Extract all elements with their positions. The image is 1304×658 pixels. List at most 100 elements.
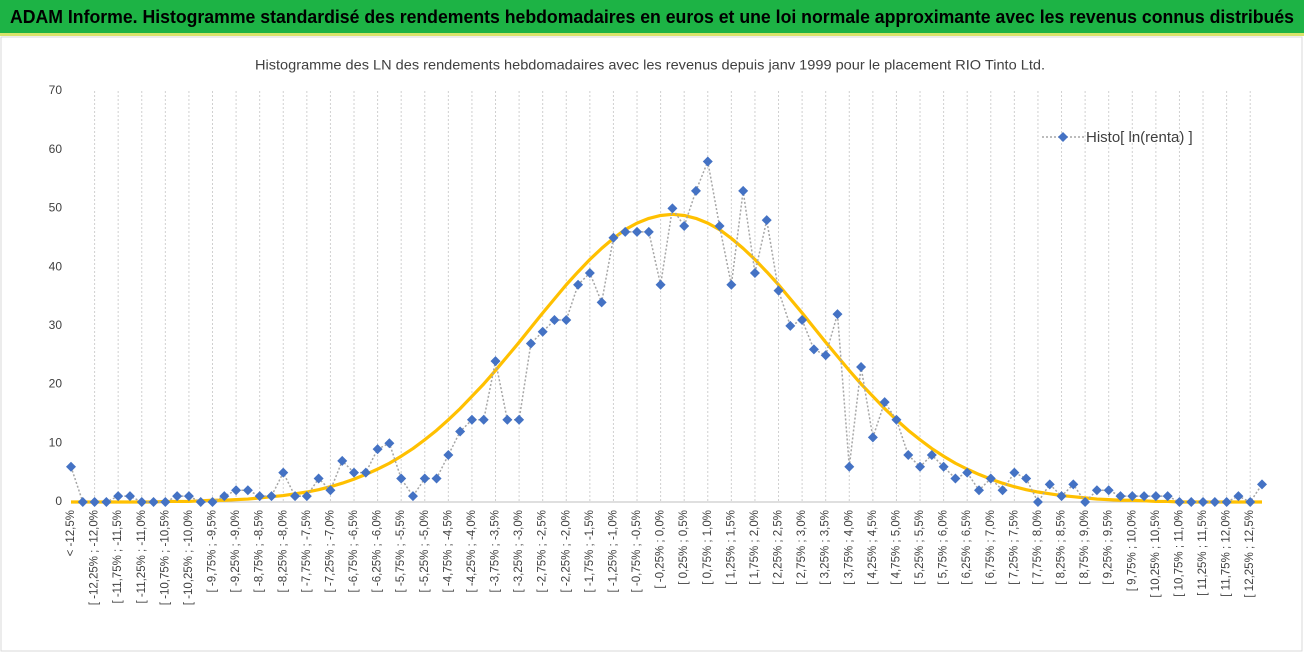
data-point [148,497,159,507]
data-point [490,356,501,367]
header-title: ADAM Informe. Histogramme standardisé de… [10,7,1294,27]
data-point [1150,491,1161,502]
data-point [903,450,914,461]
data-point [950,473,961,484]
legend-marker [1058,132,1068,142]
x-tick-label: [ 9,25% ; 9,5% [1103,510,1115,585]
data-point [195,497,206,507]
data-point [407,491,418,502]
x-tick-label: [ -11,25% ; -11,0% [136,510,148,604]
data-point [867,432,878,443]
x-tick-label: [ 1,75% ; 2,0% [749,510,761,585]
data-point [301,491,312,502]
x-tick-label: < -12,5% [65,510,77,556]
x-tick-label: [ -4,75% ; -4,5% [442,510,454,592]
data-point [808,344,819,355]
data-point [1009,467,1020,478]
data-point [313,473,324,484]
x-tick-label: [ -6,75% ; -6,5% [348,510,360,592]
data-point [325,485,336,496]
data-point [832,309,843,320]
series-line [70,160,1263,503]
data-point [820,350,831,361]
data-point [667,203,678,214]
data-point [101,497,112,507]
data-point [620,226,631,237]
data-point [443,450,454,461]
data-point [183,491,194,502]
data-point [66,461,76,472]
x-tick-label: [ 4,75% ; 5,0% [890,510,902,585]
x-tick-label: [ -0,75% ; -0,5% [631,510,643,592]
data-point [290,491,301,502]
data-point [514,414,525,425]
y-tick-label: 30 [49,318,63,332]
x-tick-label: [ -1,25% ; -1,0% [607,510,619,592]
x-tick-label: [ -3,25% ; -3,0% [513,510,525,592]
data-point [549,314,560,325]
data-point [690,185,701,196]
data-point [160,497,171,507]
data-point [738,185,749,196]
data-point [785,320,796,331]
data-point [1162,491,1173,502]
x-tick-label: [ -2,75% ; -2,5% [537,510,549,592]
series-line [71,212,1262,504]
data-point [726,279,737,290]
data-point [1115,491,1126,502]
data-point [372,444,383,455]
x-tick-label: [ 11,25% ; 11,5% [1197,510,1209,596]
data-point [608,232,619,243]
data-point [349,467,360,478]
x-tick-label: [ -6,25% ; -6,0% [372,510,384,592]
data-point [1032,497,1043,507]
data-point [584,268,595,279]
data-point [938,461,949,472]
x-tick-label: [ 5,75% ; 6,0% [938,510,950,585]
data-point [879,397,890,408]
data-point [1091,485,1102,496]
x-tick-label: [ -11,75% ; -11,5% [112,510,124,604]
data-point [1186,497,1197,507]
x-tick-label: [ -1,75% ; -1,5% [584,510,596,592]
data-point [89,497,100,507]
data-point [773,285,784,296]
x-tick-label: [ 3,75% ; 4,0% [843,510,855,585]
data-point [1257,479,1267,490]
x-tick-label: [ 7,25% ; 7,5% [1008,510,1020,585]
data-point [1209,497,1220,507]
data-point [962,467,973,478]
x-tick-label: [ -5,75% ; -5,5% [395,510,407,592]
x-tick-label: [ 0,75% ; 1,0% [702,510,714,585]
x-tick-label: [ -8,75% ; -8,5% [254,510,266,592]
data-point [431,473,442,484]
y-tick-label: 10 [49,435,63,449]
data-point [478,414,489,425]
header-edge [0,33,1304,36]
y-tick-label: 60 [49,142,63,156]
x-tick-label: [ 6,75% ; 7,0% [985,510,997,585]
data-point [797,314,808,325]
data-point [419,473,430,484]
data-point [1056,491,1067,502]
data-point [1174,497,1185,507]
data-point [1245,497,1256,507]
data-point [856,361,867,372]
data-point [1127,491,1138,502]
x-tick-label: [ -10,75% ; -10,5% [159,510,171,605]
data-point [1233,491,1244,502]
data-point [207,497,218,507]
data-point [844,461,855,472]
data-point [973,485,984,496]
data-point [573,279,584,290]
y-tick-label: 50 [49,201,63,215]
x-tick-label: [ 5,25% ; 5,5% [914,510,926,585]
data-point [1021,473,1032,484]
data-point [1068,479,1079,490]
x-tick-label: [ -3,75% ; -3,5% [490,510,502,592]
x-tick-label: [ 8,25% ; 8,5% [1056,510,1068,585]
chart-frame [0,36,1303,652]
x-tick-label: [ -4,25% ; -4,0% [466,510,478,592]
data-point [985,473,996,484]
